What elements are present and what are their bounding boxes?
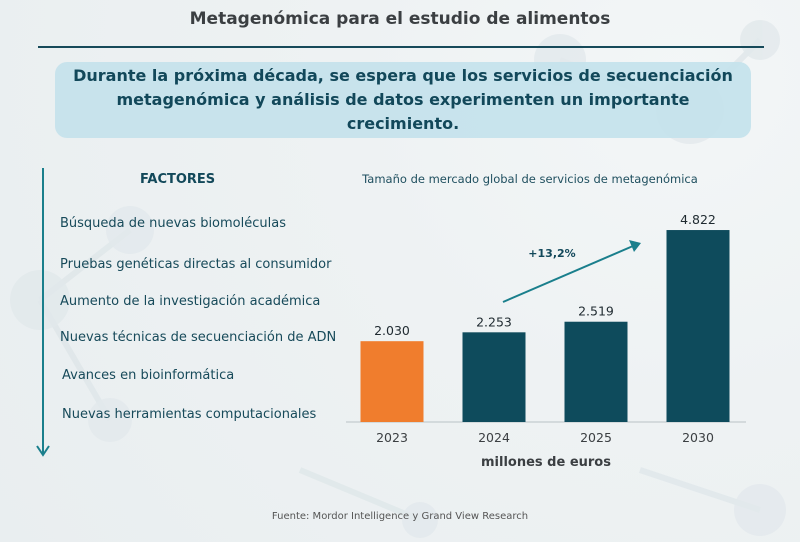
bar-2024 — [462, 332, 526, 422]
title-divider — [38, 46, 764, 48]
growth-annotation: +13,2% — [528, 247, 575, 260]
factor-item: Nuevas técnicas de secuenciación de ADN — [60, 330, 337, 345]
bar-2030 — [666, 230, 730, 422]
x-axis-label: millones de euros — [481, 455, 611, 470]
bar-2025 — [564, 321, 628, 422]
factor-item: Avances en bioinformática — [62, 368, 235, 383]
factor-item: Nuevas herramientas computacionales — [62, 407, 317, 422]
tick-label-2023: 2023 — [376, 430, 408, 445]
growth-arrow-head — [629, 240, 641, 252]
chart-title: Tamaño de mercado global de servicios de… — [362, 172, 698, 186]
data-label-2025: 2.519 — [578, 304, 614, 319]
factor-item: Búsqueda de nuevas biomoléculas — [60, 216, 286, 231]
factor-item: Pruebas genéticas directas al consumidor — [60, 257, 332, 272]
factors-heading: FACTORES — [140, 172, 216, 187]
factor-item: Aumento de la investigación académica — [60, 294, 321, 309]
tick-label-2030: 2030 — [682, 430, 714, 445]
source-note: Fuente: Mordor Intelligence y Grand View… — [271, 511, 529, 522]
data-label-2023: 2.030 — [374, 323, 410, 338]
down-arrow-icon — [36, 168, 50, 457]
bar-2023 — [360, 341, 424, 422]
page-title: Metagenómica para el estudio de alimento… — [189, 9, 611, 29]
callout-box: Durante la próxima década, se espera que… — [55, 62, 751, 138]
data-label-2030: 4.822 — [680, 212, 716, 227]
tick-label-2025: 2025 — [580, 430, 612, 445]
tick-label-2024: 2024 — [478, 430, 510, 445]
data-label-2024: 2.253 — [476, 314, 512, 329]
growth-arrow-line — [502, 245, 634, 303]
